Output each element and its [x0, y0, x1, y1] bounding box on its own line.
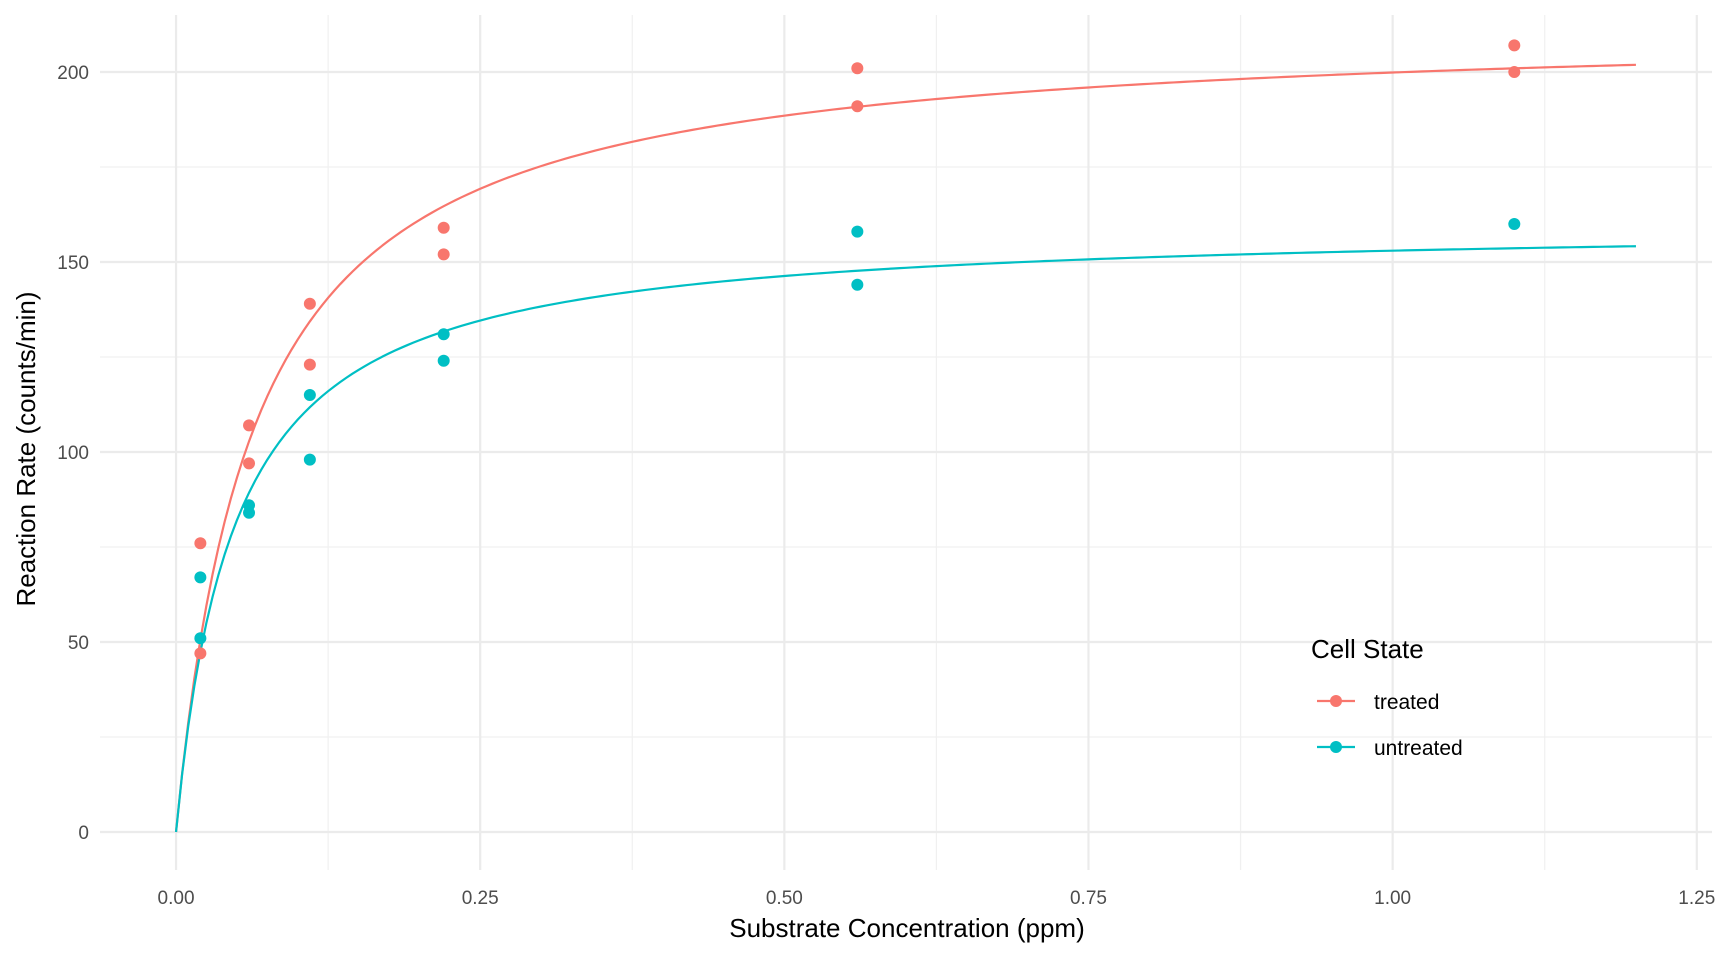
data-point-treated: [303, 358, 316, 371]
data-point-treated: [437, 248, 450, 261]
y-tick-label: 50: [68, 633, 89, 654]
x-tick-label: 0.00: [158, 888, 195, 909]
legend-marker-treated: [1330, 695, 1342, 707]
data-point-untreated: [243, 499, 256, 512]
x-tick-label: 0.25: [462, 888, 499, 909]
legend-title: Cell State: [1311, 634, 1424, 664]
data-point-untreated: [194, 571, 207, 584]
data-points: [194, 39, 1521, 660]
data-point-treated: [194, 537, 207, 550]
data-point-untreated: [437, 354, 450, 367]
x-tick-labels: 0.00 0.25 0.50 0.75 1.00 1.25: [158, 888, 1716, 909]
data-point-untreated: [194, 632, 207, 645]
y-axis-title: Reaction Rate (counts/min): [11, 291, 41, 606]
legend-marker-untreated: [1330, 741, 1342, 753]
y-tick-label: 200: [57, 63, 89, 84]
data-point-treated: [243, 457, 256, 470]
data-point-treated: [851, 100, 864, 113]
y-tick-label: 0: [78, 823, 89, 844]
x-tick-label: 0.75: [1070, 888, 1107, 909]
fit-line-untreated: [174, 245, 1636, 833]
grid-minor: [100, 15, 1712, 870]
data-point-treated: [1508, 39, 1521, 52]
fit-line-treated: [174, 63, 1636, 833]
data-point-untreated: [1508, 218, 1521, 230]
legend: Cell State treated untreated: [1311, 634, 1463, 760]
data-point-treated: [243, 419, 256, 432]
data-point-treated: [194, 647, 207, 660]
legend-label-treated: treated: [1374, 691, 1439, 714]
grid-major: [100, 15, 1712, 870]
y-tick-label: 100: [57, 443, 89, 464]
x-tick-label: 1.25: [1678, 888, 1715, 909]
y-tick-labels: 0 50 100 150 200: [57, 63, 89, 844]
legend-items: treated untreated: [1317, 691, 1463, 760]
data-point-untreated: [851, 278, 864, 291]
x-tick-label: 0.50: [766, 888, 803, 909]
x-tick-label: 1.00: [1374, 888, 1411, 909]
data-point-untreated: [437, 328, 450, 341]
y-tick-label: 150: [57, 253, 89, 274]
data-point-treated: [1508, 66, 1521, 78]
data-point-untreated: [851, 225, 864, 238]
fit-lines: [174, 63, 1636, 833]
data-point-untreated: [303, 389, 316, 401]
legend-label-untreated: untreated: [1374, 737, 1463, 760]
data-point-untreated: [303, 453, 316, 466]
data-point-treated: [303, 297, 316, 310]
data-point-treated: [851, 62, 864, 75]
data-point-treated: [437, 221, 450, 234]
x-axis-title: Substrate Concentration (ppm): [729, 913, 1085, 943]
